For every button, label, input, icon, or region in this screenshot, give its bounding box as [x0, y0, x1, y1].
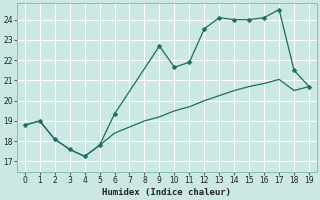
X-axis label: Humidex (Indice chaleur): Humidex (Indice chaleur): [102, 188, 231, 197]
